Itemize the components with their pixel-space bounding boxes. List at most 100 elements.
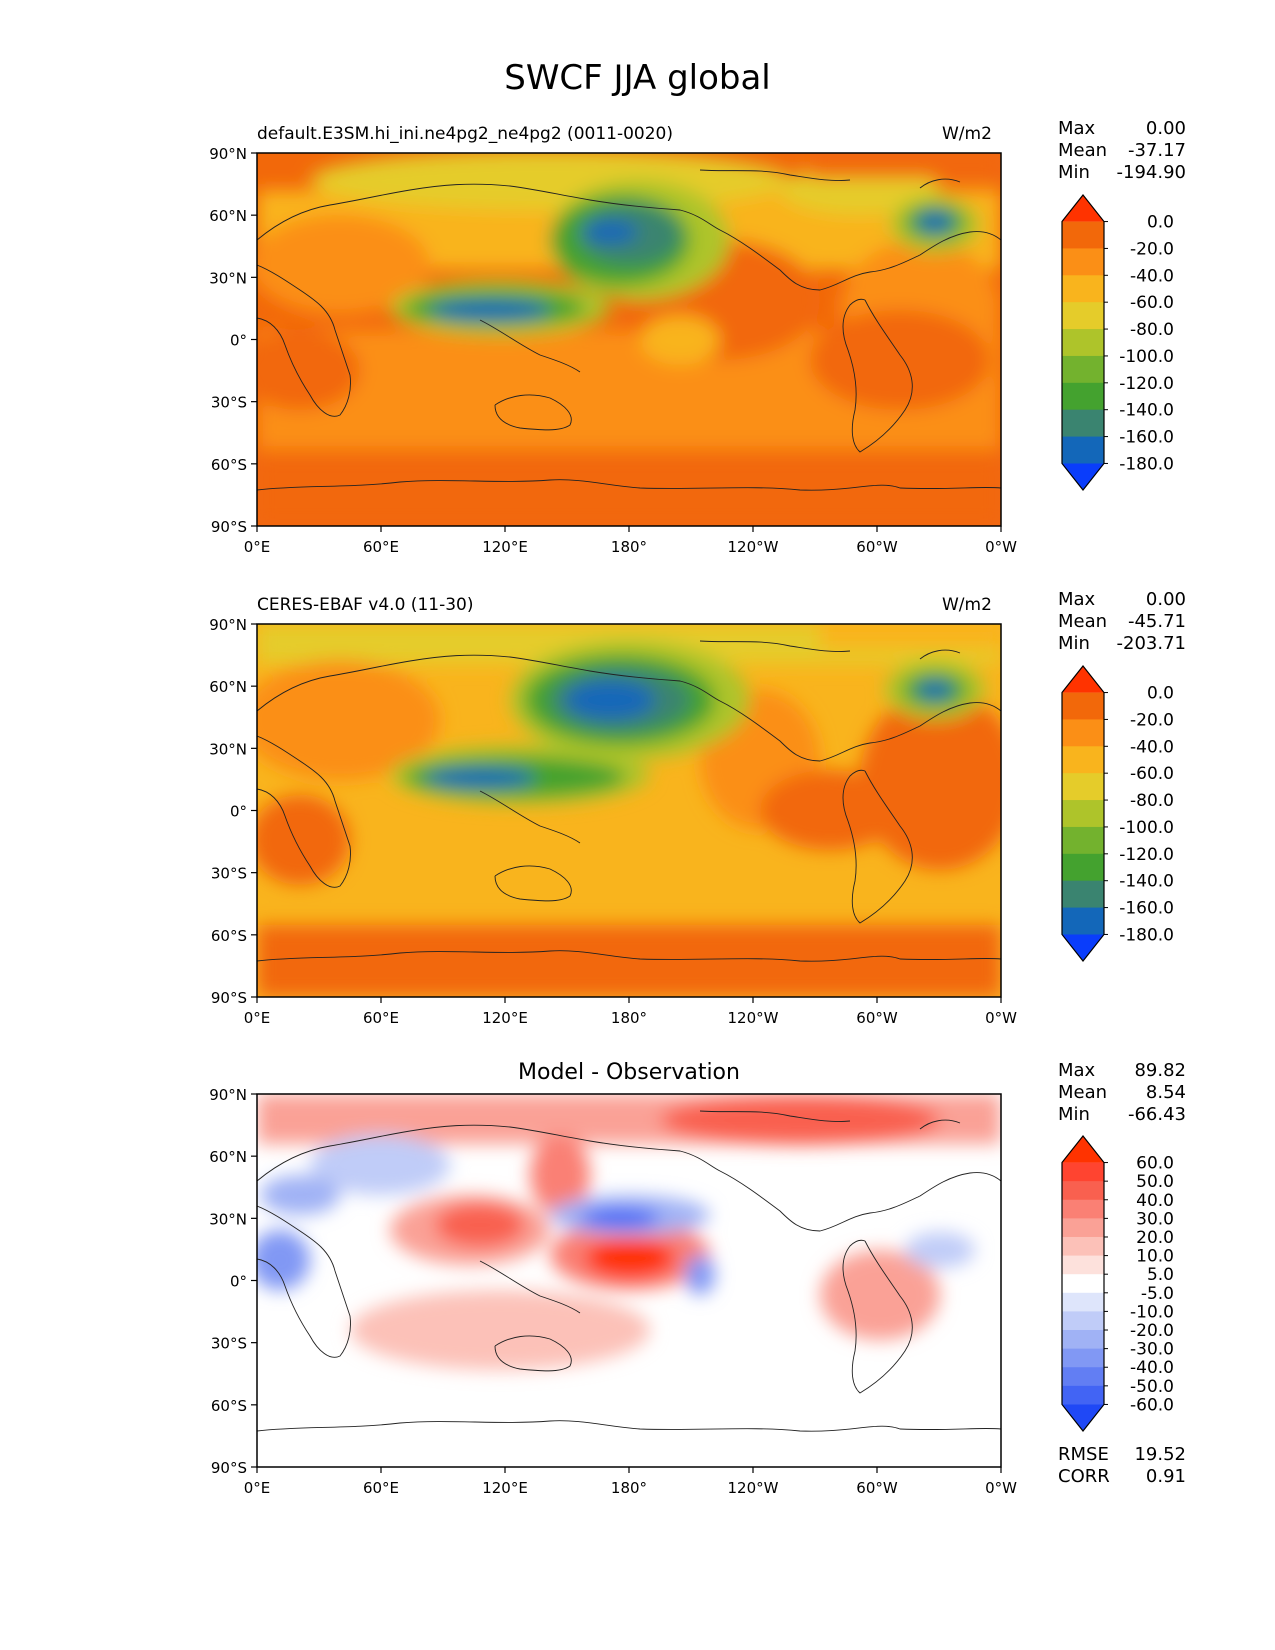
stat-value: -203.71 [1116, 633, 1186, 654]
lon-tick-label: 60°W [856, 1009, 898, 1027]
colorbar-segment [1062, 1236, 1104, 1257]
colorbar-tick-label: -60.0 [1130, 293, 1174, 313]
stat-value: -45.71 [1127, 611, 1186, 632]
lat-tick-label: 30°N [209, 1210, 247, 1228]
stat-value: 0.00 [1145, 118, 1186, 139]
colorbar-segment [1062, 907, 1104, 935]
panel-1-left-title: default.E3SM.hi_ini.ne4pg2_ne4pg2 (0011-… [257, 124, 673, 144]
colorbar-segment [1062, 275, 1104, 303]
colorbar-tick-label: -100.0 [1119, 818, 1174, 838]
colorbar-extend-min [1062, 934, 1104, 961]
stat-key: Mean [1058, 1082, 1108, 1103]
lat-tick-label: 30°S [211, 394, 247, 412]
lon-tick-label: 120°E [482, 1009, 528, 1027]
colorbar-tick-label: -60.0 [1130, 1395, 1174, 1415]
colorbar-segment [1062, 1162, 1104, 1182]
lon-tick-label: 180° [611, 538, 647, 556]
colorbar-segment [1062, 1367, 1104, 1387]
colorbar-extend-max [1062, 1136, 1104, 1163]
stat-key: CORR [1058, 1466, 1110, 1487]
lat-tick-label: 30°S [211, 865, 247, 883]
colorbar-segment [1062, 746, 1104, 774]
colorbar-tick-label: 30.0 [1136, 1209, 1174, 1229]
colorbar-tick-label: 5.0 [1147, 1265, 1174, 1285]
colorbar-tick-label: -40.0 [1130, 737, 1174, 757]
lat-tick-label: 60°S [211, 927, 247, 945]
colorbar-segment [1062, 1292, 1104, 1312]
panel-2-units: W/m2 [942, 595, 992, 615]
lon-tick-label: 0°W [985, 538, 1017, 556]
lat-tick-label: 90°N [209, 1086, 247, 1104]
figure-title: SWCF JJA global [504, 58, 771, 98]
stat-value: 19.52 [1134, 1444, 1186, 1465]
lat-tick-label: 30°N [209, 740, 247, 758]
colorbar-tick-label: -80.0 [1130, 320, 1174, 340]
colorbar-segment [1062, 1181, 1104, 1201]
lat-tick-label: 90°S [211, 1459, 247, 1477]
colorbar-tick-label: -100.0 [1119, 347, 1174, 367]
lat-tick-label: 60°S [211, 1397, 247, 1415]
lon-tick-label: 120°W [728, 1009, 779, 1027]
lon-tick-label: 0°W [985, 1009, 1017, 1027]
stat-value: -37.17 [1127, 140, 1186, 161]
colorbar-tick-label: -120.0 [1119, 845, 1174, 865]
colorbar-segment [1062, 800, 1104, 828]
stat-key: Mean [1058, 611, 1108, 632]
lon-tick-label: 60°E [363, 538, 399, 556]
colorbar-segment [1062, 302, 1104, 330]
colorbar-tick-label: -140.0 [1119, 872, 1174, 892]
colorbar-segment [1062, 1218, 1104, 1238]
lat-tick-label: 90°S [211, 518, 247, 536]
colorbar-segment [1062, 773, 1104, 801]
colorbar-segment [1062, 1330, 1104, 1350]
lon-tick-label: 120°W [728, 538, 779, 556]
stat-key: Max [1058, 589, 1096, 610]
colorbar-tick-label: -20.0 [1130, 239, 1174, 259]
colorbar-segment [1062, 692, 1104, 720]
colorbar-extend-min [1062, 1404, 1104, 1431]
lat-tick-label: 60°N [209, 678, 247, 696]
colorbar-tick-label: -20.0 [1130, 1321, 1174, 1341]
lat-tick-label: 0° [230, 332, 247, 350]
colorbar-tick-label: -160.0 [1119, 428, 1174, 448]
lon-tick-label: 60°E [363, 1009, 399, 1027]
lon-tick-label: 0°W [985, 1479, 1017, 1497]
lon-tick-label: 60°W [856, 538, 898, 556]
stat-value: 0.00 [1145, 589, 1186, 610]
lon-tick-label: 120°E [482, 1479, 528, 1497]
colorbar-extend-max [1062, 195, 1104, 222]
panel-2-stats: Max 0.00 Mean -45.71 Min -203.71 [1058, 589, 1186, 655]
panel-3-stats: Max 89.82 Mean 8.54 Min -66.43 [1058, 1060, 1186, 1126]
stat-value: 89.82 [1134, 1060, 1186, 1081]
colorbar-segment [1062, 1311, 1104, 1331]
colorbar-tick-label: 40.0 [1136, 1191, 1174, 1211]
colorbar-tick-label: -80.0 [1130, 791, 1174, 811]
colorbar-tick-label: -50.0 [1130, 1377, 1174, 1397]
lat-tick-label: 30°N [209, 269, 247, 287]
stat-key: Max [1058, 118, 1096, 139]
stat-key: RMSE [1058, 1444, 1109, 1465]
colorbar-segment [1062, 826, 1104, 855]
panel-3-map [257, 1094, 1001, 1467]
colorbar-segment [1062, 221, 1104, 249]
colorbar-segment [1062, 436, 1104, 464]
stat-value: -66.43 [1127, 1104, 1186, 1125]
panel-2-map [257, 624, 1001, 997]
lat-tick-label: 30°S [211, 1335, 247, 1353]
colorbar-tick-label: -20.0 [1130, 710, 1174, 730]
lat-tick-label: 60°N [209, 1148, 247, 1166]
colorbar-tick-label: -10.0 [1130, 1302, 1174, 1322]
lon-tick-label: 60°W [856, 1479, 898, 1497]
stat-key: Min [1058, 1104, 1090, 1125]
stat-value: -194.90 [1116, 162, 1186, 183]
colorbar-segment [1062, 382, 1104, 411]
colorbar-tick-label: 50.0 [1136, 1172, 1174, 1192]
stat-key: Min [1058, 633, 1090, 654]
colorbar-tick-label: -180.0 [1119, 925, 1174, 945]
contour-fields [257, 153, 1001, 526]
lon-tick-label: 0°E [244, 1479, 271, 1497]
lat-tick-label: 0° [230, 1273, 247, 1291]
colorbar-tick-label: -60.0 [1130, 764, 1174, 784]
lat-tick-label: 60°N [209, 207, 247, 225]
